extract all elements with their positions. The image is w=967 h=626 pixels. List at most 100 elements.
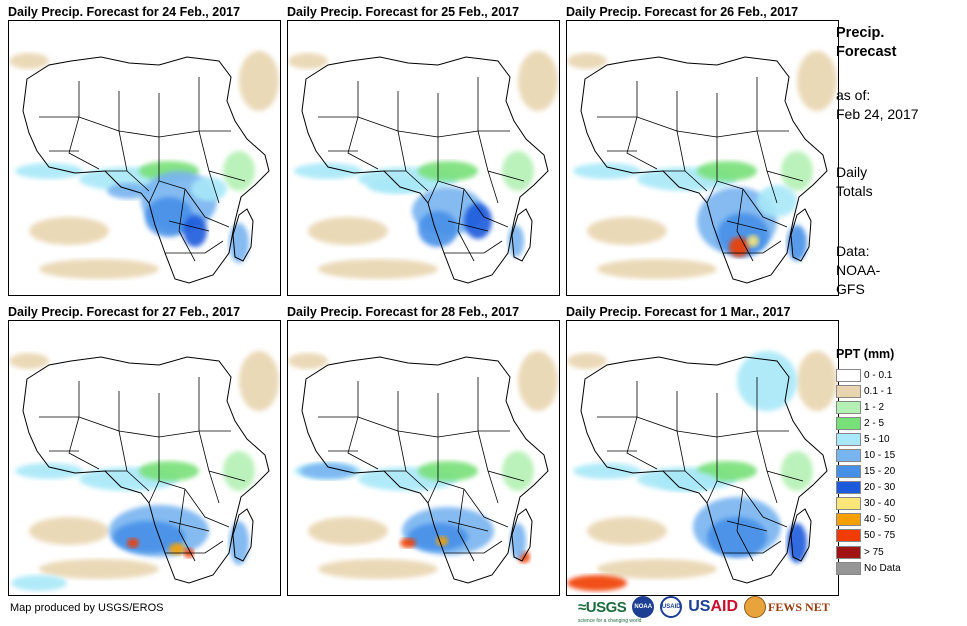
precip-area [300,463,356,479]
africa-map [9,351,279,591]
country-border [318,81,359,118]
country-border [742,188,788,228]
precip-area [15,163,83,179]
precip-area [29,517,109,545]
precip-area [308,517,388,545]
legend-item: 0.1 - 1 [836,383,901,399]
country-border [347,116,379,170]
coastline [790,508,812,562]
precip-area [787,225,807,261]
forecast-panel-5: Daily Precip. Forecast for 28 Feb., 2017 [287,304,562,596]
forecast-panel-1: Daily Precip. Forecast for 24 Feb., 2017 [8,4,283,296]
precip-area [39,259,159,279]
precip-map [8,320,281,596]
country-border [457,188,475,262]
precip-map [566,20,839,296]
legend-item: > 75 [836,544,901,560]
precip-area [502,151,534,191]
country-border [597,81,638,118]
precip-area [567,53,607,69]
legend-swatch [836,400,861,414]
africa-map [9,51,279,284]
country-border [766,170,778,204]
country-border [397,430,407,472]
country-border [726,220,768,232]
legend-label: 20 - 30 [864,482,896,494]
precip-area [573,163,641,179]
country-border [148,180,160,204]
usgs-tagline: science for a changing world [578,618,642,624]
precip-area [229,223,249,263]
precip-area [145,197,193,237]
precip-area [697,161,757,181]
precip-area [418,461,478,481]
precip-area [567,575,627,591]
precip-area [418,161,478,181]
forecast-panel-3: Daily Precip. Forecast for 26 Feb., 2017 [566,4,841,296]
country-border [723,540,782,554]
country-border [437,77,479,138]
country-border [397,393,439,438]
precip-area [229,521,249,565]
legend-label: 5 - 10 [864,433,890,445]
precip-area [510,523,526,559]
panel-title: Daily Precip. Forecast for 26 Feb., 2017 [566,5,799,19]
legend-item: 15 - 20 [836,464,901,480]
panel-title: Daily Precip. Forecast for 27 Feb., 2017 [8,305,241,319]
country-border [118,393,160,438]
precip-area [781,451,813,491]
precip-area [15,463,83,479]
legend-item: No Data [836,560,901,576]
precip-area [567,353,607,369]
country-border [766,470,778,504]
precip-area [318,559,438,579]
country-border [663,470,708,492]
coastline [301,356,549,584]
legend-swatch [836,497,861,511]
country-border [723,240,782,254]
country-border [726,520,768,532]
country-border [706,480,718,504]
daily-totals-note: Daily Totals [836,164,873,199]
globe-icon [744,596,767,618]
precip-area [39,559,159,579]
precip-area [787,523,807,563]
legend-swatch [836,432,861,446]
as-of-date: as of: Feb 24, 2017 [836,87,919,122]
legend-title: PPT (mm) [836,347,895,361]
legend-item: 50 - 75 [836,528,901,544]
country-border [165,540,224,554]
country-border [597,381,638,418]
country-border [118,430,128,472]
precip-area [239,51,279,111]
precip-legend: PPT (mm) 0 - 0.1 0.1 - 1 1 - 2 2 - 5 5 - 10 1… [836,347,901,576]
legend-label: 0.1 - 1 [864,385,893,397]
legend-swatch [836,416,861,430]
legend-item: 1 - 2 [836,399,901,415]
legend-label: 15 - 20 [864,466,896,478]
precip-area [518,51,558,111]
precip-area [707,517,767,557]
country-border [676,130,686,172]
legend-item: 20 - 30 [836,480,901,496]
panel-title: Daily Precip. Forecast for 24 Feb., 2017 [8,5,241,19]
precip-area [9,53,49,69]
precip-area [597,259,717,279]
usaid-logo: USAID [688,598,739,615]
country-border [39,81,80,118]
country-border [463,488,509,528]
legend-swatch [836,561,861,575]
country-border [158,377,200,438]
legend-label: 10 - 15 [864,450,896,462]
country-border [716,77,758,138]
country-border [384,470,429,492]
precip-area [9,353,49,369]
legend-item: 2 - 5 [836,415,901,431]
legend-label: 30 - 40 [864,498,896,510]
coastline [790,208,812,262]
precip-map [8,20,281,296]
country-border [208,470,220,504]
legend-label: > 75 [864,546,884,558]
precip-area [729,237,749,257]
legend-item: 5 - 10 [836,431,901,447]
